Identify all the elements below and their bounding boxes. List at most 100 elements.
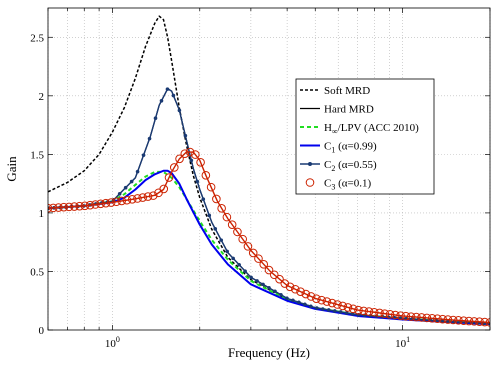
series-marker-c3 (269, 270, 279, 280)
series-marker-c3 (359, 306, 369, 316)
series-marker-c3 (285, 282, 295, 292)
legend-entry-main: C (324, 178, 331, 190)
legend-entry-main: C (324, 141, 331, 153)
x-tick-exponent: 0 (116, 335, 120, 344)
series-marker-c3 (354, 305, 363, 315)
x-axis-label: Frequency (Hz) (228, 345, 310, 360)
series-marker-c2 (165, 87, 170, 91)
series-marker-c2 (195, 179, 200, 184)
legend-entry-hinf_lpv: H∞/LPV (ACC 2010) (324, 122, 419, 136)
series-marker-c3 (427, 314, 437, 323)
series-marker-c3 (54, 203, 63, 212)
series-marker-c3 (169, 163, 179, 172)
series-marker-c3 (106, 198, 116, 207)
series-marker-c3 (64, 202, 74, 212)
y-tick-label: 1 (39, 208, 45, 220)
y-tick-label: 1.5 (30, 149, 44, 161)
series-marker-c3 (112, 197, 121, 207)
series-marker-c2 (279, 292, 283, 297)
series-marker-c3 (369, 307, 379, 317)
y-tick-label: 2.5 (30, 32, 44, 44)
x-tick-base: 10 (395, 338, 407, 350)
legend-entry-main: Soft MRD (324, 85, 370, 97)
series-marker-c3 (375, 308, 384, 318)
legend-entry-soft_mrd: Soft MRD (324, 85, 370, 97)
series-marker-c3 (48, 203, 58, 213)
series-marker-c3 (448, 315, 458, 325)
series-marker-c3 (180, 149, 190, 158)
series-marker-c3 (80, 201, 90, 211)
series-marker-c3 (254, 254, 263, 263)
series-marker-c3 (333, 300, 342, 309)
series-marker-c3 (396, 311, 405, 320)
series-marker-c3 (469, 317, 479, 326)
series-marker-c3 (233, 227, 242, 237)
series-marker-c2 (159, 98, 164, 103)
x-tick-label: 100 (105, 335, 120, 350)
series-marker-c2 (123, 185, 128, 190)
series-marker-c2 (326, 308, 331, 312)
series-marker-c3 (85, 200, 95, 210)
series-marker-c3 (133, 194, 142, 203)
series-marker-c3 (206, 182, 216, 192)
series-marker-c2 (273, 289, 277, 294)
legend-entry-hard_mrd: Hard MRD (324, 104, 374, 116)
series-marker-c3 (117, 196, 126, 206)
series-marker-c3 (143, 192, 153, 201)
series-marker-c3 (159, 184, 169, 194)
series-marker-c3 (91, 200, 100, 209)
series-marker-c3 (385, 310, 395, 319)
series-marker-c2 (183, 133, 188, 138)
series-marker-c2 (153, 116, 158, 121)
legend-entry-subscript: ∞ (332, 127, 338, 136)
series-marker-c3 (348, 304, 358, 314)
series-marker-c3 (96, 199, 105, 209)
series-marker-c3 (243, 242, 253, 251)
y-tick-label: 2 (39, 91, 45, 103)
legend-entry-main: C (324, 159, 331, 171)
series-marker-c3 (185, 147, 195, 157)
legend-entry-main: H (324, 122, 332, 134)
series-marker-c2 (213, 227, 218, 231)
legend-entry-c1: C1 (α=0.99) (324, 141, 377, 155)
series-marker-c3 (264, 265, 274, 275)
series-marker-c3 (275, 274, 284, 284)
series-marker-c3 (401, 311, 411, 321)
series-marker-c3 (217, 204, 226, 213)
series-marker-c2 (147, 136, 152, 141)
series-marker-c3 (412, 312, 421, 322)
series-marker-c3 (406, 312, 416, 321)
series-marker-c2 (129, 179, 134, 184)
series-marker-c2 (201, 197, 206, 201)
series-marker-c2 (243, 269, 247, 273)
legend-entry-rest: (α=0.99) (335, 141, 377, 153)
series-marker-c2 (338, 310, 343, 314)
y-tick-label: 0 (39, 325, 45, 337)
y-tick-label: 0.5 (30, 266, 44, 278)
series-marker-c3 (390, 310, 400, 320)
series-marker-c2 (261, 282, 265, 287)
series-marker-c2 (297, 300, 301, 305)
y-axis-label: Gain (4, 156, 19, 182)
series-marker-c3 (364, 307, 374, 316)
x-tick-base: 10 (105, 338, 117, 350)
series-marker-c3 (101, 198, 111, 208)
series-marker-c3 (238, 234, 247, 244)
series-marker-c3 (148, 191, 158, 200)
series-marker-c3 (196, 157, 205, 167)
series-marker-c3 (485, 318, 490, 327)
series-marker-c2 (117, 191, 122, 196)
series-marker-c3 (191, 150, 200, 159)
series-marker-c3 (338, 301, 347, 311)
series-marker-c2 (332, 309, 337, 313)
series-marker-c2 (189, 158, 194, 163)
series-marker-c3 (417, 313, 426, 322)
series-marker-c3 (443, 315, 453, 324)
legend-entry-subscript: 2 (331, 164, 335, 173)
legend-entry-rest: (α=0.55) (335, 159, 377, 171)
series-marker-c3 (433, 314, 442, 324)
series-marker-c2 (374, 314, 379, 319)
legend-entry-subscript: 1 (331, 146, 335, 155)
